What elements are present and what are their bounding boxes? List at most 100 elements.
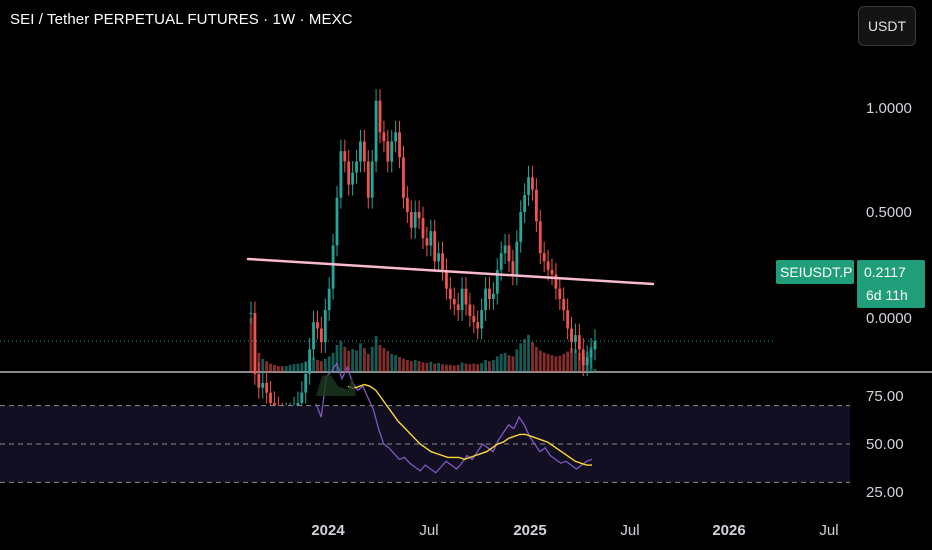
volume-bar [288, 364, 292, 372]
time-tick-label: Jul [620, 522, 639, 539]
candle-body [499, 253, 503, 270]
candle-body [402, 157, 405, 198]
candle-body [550, 269, 554, 275]
volume-bar [433, 363, 437, 372]
candle-body [554, 274, 558, 289]
price-tick-label: 1.0000 [866, 100, 912, 117]
candle-body [468, 304, 472, 316]
candle-body [374, 100, 378, 162]
volume-bar [472, 363, 476, 372]
volume-bar [390, 354, 394, 372]
volume-bar [280, 366, 284, 372]
volume-bar [429, 361, 433, 372]
candle-body [511, 261, 515, 275]
volume-bar [527, 334, 530, 372]
volume-bar [370, 346, 374, 372]
volume-bar [409, 361, 413, 372]
volume-bar [476, 364, 480, 372]
candle-body [351, 172, 355, 185]
candle-body [585, 357, 589, 366]
candle-body [386, 141, 390, 162]
candles [249, 89, 597, 431]
price-tick-label: 0.5000 [866, 204, 912, 221]
candle-body [323, 310, 327, 343]
candle-body [570, 328, 573, 343]
volume-bar [499, 354, 503, 372]
candle-body [472, 316, 476, 323]
candle-body [319, 328, 323, 343]
volume-bar [323, 358, 327, 372]
candle-body [312, 322, 315, 350]
candle-body [589, 349, 593, 358]
volume-bar [273, 364, 276, 372]
volume-bar [355, 350, 358, 372]
volume-bar [261, 358, 265, 372]
volume-bar [456, 364, 460, 372]
volume-bar [359, 343, 362, 372]
candle-body [480, 310, 484, 329]
candle-body [519, 212, 523, 242]
volume-bar [269, 363, 272, 372]
candle-body [394, 132, 398, 142]
volume-bar [558, 355, 562, 372]
volume-bar [402, 358, 405, 372]
volume-bar [386, 351, 390, 372]
volume-bar [523, 339, 527, 372]
price-badge: SEIUSDT.P 0.2117 6d 11h [776, 260, 925, 308]
volume-bar [382, 348, 386, 372]
candle-body [429, 231, 433, 246]
candle-body [437, 253, 441, 262]
candle-body [577, 335, 581, 350]
candle-body [460, 288, 464, 311]
candle-body [452, 298, 456, 305]
volume-bar [398, 357, 401, 372]
volume-bar [378, 345, 382, 372]
symbol-badge [776, 260, 854, 284]
candle-body [581, 349, 585, 366]
candle-body [425, 238, 429, 246]
volume-bar [495, 356, 499, 372]
last-price-badge [857, 260, 925, 308]
rsi-pane[interactable] [0, 361, 850, 483]
time-axis[interactable]: 2024 Jul 2025 Jul 2026 Jul [311, 522, 838, 539]
candle-body [488, 288, 491, 299]
candle-body [409, 212, 413, 228]
candle-body [327, 288, 331, 311]
rsi-axis[interactable]: 75.00 50.00 25.00 [866, 388, 904, 501]
candle-body [249, 313, 253, 315]
volume-bar [343, 346, 347, 372]
candle-body [359, 141, 362, 162]
volume-bar [574, 349, 577, 372]
candle-body [491, 293, 495, 299]
volume-bar [316, 360, 319, 372]
trendline-layer[interactable] [246, 257, 655, 286]
time-tick-label: 2024 [311, 522, 345, 539]
volume-bar [335, 345, 339, 372]
volume-bar [577, 352, 581, 372]
volume-bar [448, 364, 452, 372]
candle-body [405, 197, 409, 212]
candle-body [476, 322, 480, 329]
candle-body [257, 373, 261, 388]
candle-body [304, 373, 308, 393]
volume-bar [366, 354, 370, 372]
volume-bar [339, 340, 343, 372]
symbol-label: SEIUSDT.P [780, 264, 852, 280]
volume-bar [511, 356, 515, 372]
price-axis[interactable]: 1.0000 0.5000 0.0000 [866, 100, 912, 327]
volume-bar [276, 366, 280, 372]
candle-body [558, 288, 562, 299]
volume-bar [300, 363, 304, 372]
candle-body [456, 304, 460, 311]
currency-button[interactable]: USDT [858, 6, 916, 46]
volume-bar [542, 352, 546, 372]
volume-bar [437, 363, 441, 372]
candle-body [308, 349, 312, 374]
trendline [246, 257, 655, 286]
volume-bar [292, 364, 296, 372]
volume-bar [421, 362, 425, 372]
candle-body [347, 161, 351, 185]
volume-bar [546, 354, 550, 372]
volume-bar [347, 351, 351, 372]
